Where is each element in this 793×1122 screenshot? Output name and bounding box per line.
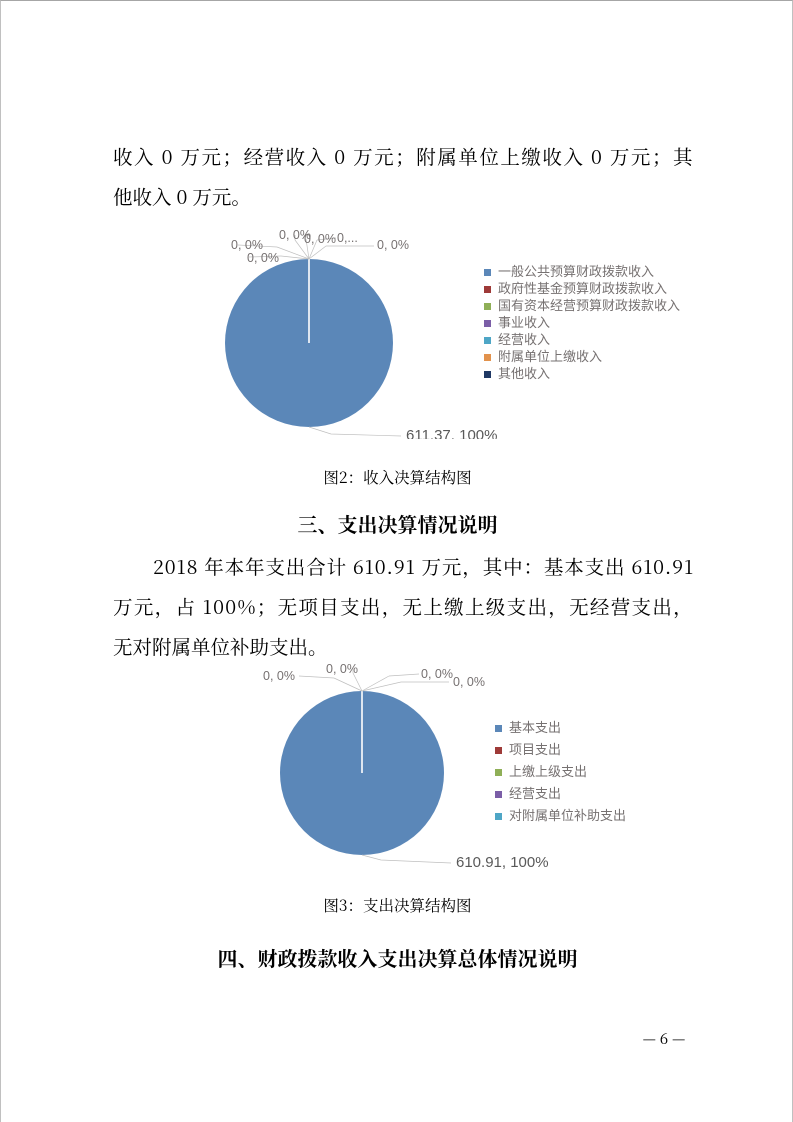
svg-text:0, 0%: 0, 0% bbox=[326, 662, 358, 676]
svg-text:611.37, 100%: 611.37, 100% bbox=[406, 427, 497, 439]
svg-text:事业收入: 事业收入 bbox=[498, 315, 550, 330]
svg-text:基本支出: 基本支出 bbox=[509, 720, 561, 735]
svg-text:其他收入: 其他收入 bbox=[498, 366, 550, 381]
svg-text:国有资本经营预算财政拨款收入: 国有资本经营预算财政拨款收入 bbox=[498, 298, 680, 313]
svg-text:对附属单位补助支出: 对附属单位补助支出 bbox=[509, 808, 626, 823]
svg-text:610.91, 100%: 610.91, 100% bbox=[456, 854, 549, 871]
svg-text:一般公共预算财政拨款收入: 一般公共预算财政拨款收入 bbox=[498, 264, 654, 279]
svg-text:附属单位上缴收入: 附属单位上缴收入 bbox=[498, 349, 602, 364]
svg-text:0, 0%: 0, 0% bbox=[453, 675, 485, 689]
svg-text:政府性基金预算财政拨款收入: 政府性基金预算财政拨款收入 bbox=[498, 281, 667, 296]
svg-text:0, 0%: 0, 0% bbox=[304, 232, 336, 246]
svg-text:0, 0%: 0, 0% bbox=[421, 667, 453, 681]
svg-text:0, 0%: 0, 0% bbox=[231, 238, 263, 252]
svg-text:0, 0%: 0, 0% bbox=[377, 238, 409, 252]
svg-text:0, 0%: 0, 0% bbox=[263, 669, 295, 683]
svg-text:经营支出: 经营支出 bbox=[509, 786, 561, 801]
svg-text:0,...: 0,... bbox=[337, 231, 358, 245]
svg-text:0, 0%: 0, 0% bbox=[247, 251, 279, 265]
svg-text:上缴上级支出: 上缴上级支出 bbox=[509, 764, 587, 779]
svg-text:项目支出: 项目支出 bbox=[509, 742, 561, 757]
svg-text:经营收入: 经营收入 bbox=[498, 332, 550, 347]
